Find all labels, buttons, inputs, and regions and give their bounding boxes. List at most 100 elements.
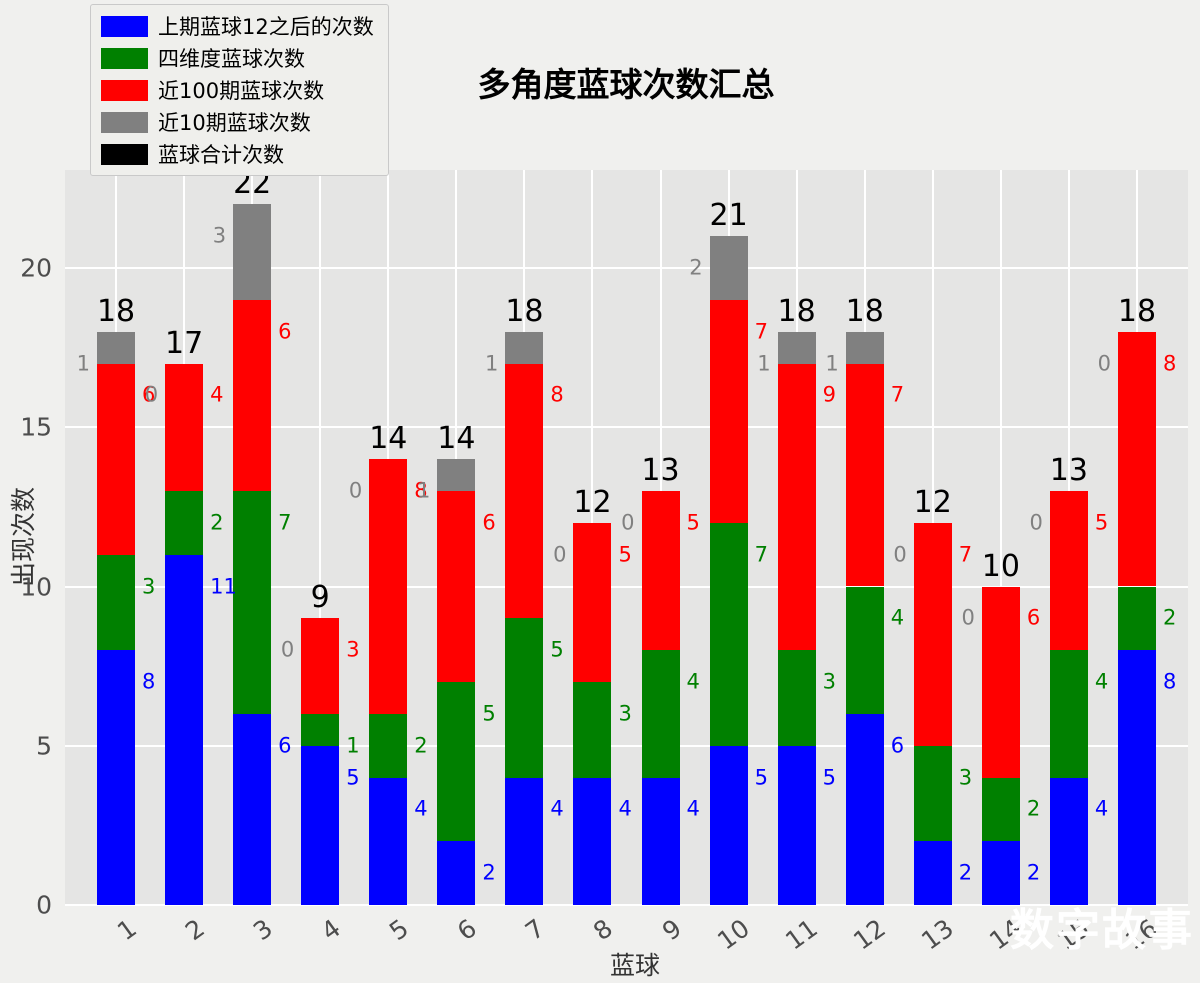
x-tick-label: 12	[847, 913, 891, 956]
bar-segment	[1117, 650, 1156, 905]
bar-total: 18	[96, 293, 136, 329]
legend-swatch	[101, 47, 148, 69]
bar-segment	[97, 363, 136, 555]
bar-segment	[369, 777, 408, 905]
legend-label: 近100期蓝球次数	[158, 79, 325, 103]
segment-value: 3	[142, 574, 156, 598]
bar-segment	[777, 650, 816, 746]
bar-segment	[301, 745, 340, 905]
segment-value: 4	[414, 796, 428, 821]
bar-segment	[709, 745, 748, 905]
x-tick-label: 5	[384, 913, 415, 947]
segment-value: 2	[689, 255, 703, 280]
x-tick-label: 10	[711, 913, 755, 956]
bar-segment	[1117, 331, 1156, 587]
x-tick-label: 1	[111, 913, 142, 947]
bar-total: 14	[369, 421, 408, 457]
bar-segment	[981, 841, 1020, 905]
bar-segment	[573, 682, 612, 778]
gridline-horizontal	[65, 426, 1188, 429]
segment-value: 3	[822, 669, 837, 694]
segment-value: 4	[890, 605, 905, 630]
bar-segment	[709, 236, 748, 300]
segment-value: 5	[346, 765, 360, 790]
segment-value: 5	[482, 701, 496, 726]
bar-segment	[233, 490, 272, 714]
segment-value: 8	[142, 669, 156, 694]
bar-segment	[437, 490, 476, 683]
segment-value: 8	[1162, 351, 1177, 376]
gridline-vertical	[319, 170, 322, 905]
chart-title: 多角度蓝球次数汇总	[477, 65, 775, 104]
x-tick-label: 9	[656, 913, 687, 947]
bar-segment	[165, 490, 204, 555]
bar-segment	[437, 459, 476, 491]
legend-swatch	[101, 79, 148, 101]
segment-value: 8	[1162, 669, 1177, 694]
bar-segment	[573, 522, 612, 683]
bar-segment	[505, 618, 544, 778]
segment-value: 0	[348, 478, 363, 503]
segment-value: 6	[278, 319, 292, 344]
bar-total: 18	[1117, 293, 1157, 329]
bar-segment	[165, 363, 204, 491]
bar-segment	[641, 650, 680, 778]
bar-segment	[913, 745, 952, 842]
watermark: 数字故事	[1010, 905, 1194, 956]
bar-total: 13	[1049, 452, 1088, 488]
legend-label: 蓝球合计次数	[158, 143, 284, 167]
bar-segment	[777, 331, 816, 364]
legend-label: 四维度蓝球次数	[158, 47, 305, 71]
segment-value: 0	[893, 542, 907, 567]
bar-segment	[845, 363, 884, 587]
segment-value: 11	[210, 574, 237, 598]
bar-segment	[845, 331, 884, 364]
bar-segment	[1049, 650, 1088, 778]
segment-value: 6	[278, 733, 292, 758]
bar-total: 14	[437, 421, 476, 457]
legend-swatch	[101, 143, 148, 165]
segment-value: 4	[686, 669, 700, 694]
bar-total: 18	[777, 293, 816, 329]
segment-value: 1	[416, 478, 431, 503]
legend-label: 近10期蓝球次数	[158, 111, 311, 135]
segment-value: 0	[553, 542, 567, 567]
segment-value: 0	[961, 605, 975, 630]
y-tick-label: 15	[20, 412, 52, 442]
bar-segment	[437, 682, 476, 842]
segment-value: 6	[482, 510, 496, 535]
bar-total: 12	[573, 484, 612, 520]
segment-value: 1	[346, 733, 360, 758]
segment-value: 3	[212, 223, 227, 248]
segment-value: 3	[958, 765, 973, 790]
segment-value: 0	[1097, 351, 1111, 376]
legend-item: 四维度蓝球次数	[101, 42, 374, 74]
x-tick-label: 11	[779, 913, 823, 956]
legend-item: 近100期蓝球次数	[101, 74, 374, 106]
segment-value: 4	[210, 382, 224, 407]
bar-segment	[1049, 490, 1088, 651]
x-tick-label: 6	[452, 913, 483, 947]
gridline-horizontal	[65, 904, 1188, 906]
segment-value: 2	[958, 860, 973, 885]
segment-value: 3	[618, 701, 632, 726]
bar-segment	[777, 745, 816, 905]
legend-item: 蓝球合计次数	[101, 138, 374, 170]
segment-value: 1	[76, 351, 91, 376]
bar-segment	[233, 204, 272, 300]
y-tick-label: 5	[36, 731, 52, 761]
legend-swatch	[101, 111, 148, 133]
bar-segment	[301, 713, 340, 746]
bar-segment	[845, 586, 884, 714]
y-tick-label: 10	[20, 572, 52, 601]
segment-value: 8	[414, 478, 428, 503]
segment-value: 5	[754, 765, 768, 790]
bar-segment	[845, 713, 884, 905]
x-tick-label: 3	[248, 913, 279, 947]
bar-segment	[1117, 586, 1156, 651]
bar-segment	[505, 777, 544, 905]
segment-value: 5	[822, 765, 837, 790]
x-tick-label: 2	[180, 913, 210, 947]
segment-value: 2	[1026, 860, 1041, 885]
segment-value: 7	[754, 542, 768, 567]
